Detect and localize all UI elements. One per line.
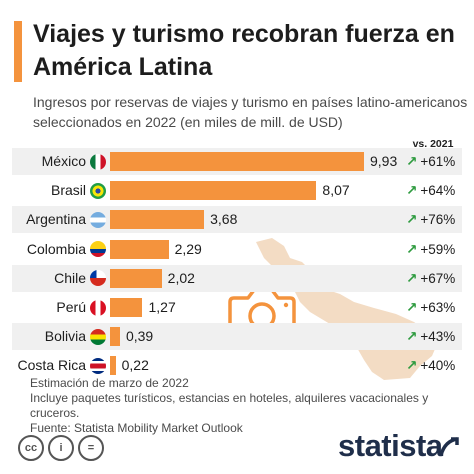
bar (110, 181, 317, 201)
bar (110, 268, 162, 288)
note-includes: Incluye paquetes turísticos, estancias e… (30, 391, 429, 420)
row-background (12, 323, 462, 351)
row-background (12, 264, 462, 292)
change-vs-2021: ↗ +40% (406, 352, 462, 380)
mexico-flag-icon (90, 153, 106, 170)
costa-rica-flag-icon (90, 357, 106, 374)
bar (110, 239, 169, 259)
bar-value-label: 0,39 (125, 328, 154, 345)
chart-notes: Estimación de marzo de 2022 Incluye paqu… (30, 376, 474, 436)
change-vs-2021: ↗ +43% (406, 323, 462, 351)
attribution-icon[interactable]: i (48, 435, 74, 461)
bar (110, 327, 120, 347)
bar (110, 298, 143, 317)
chile-flag-icon (90, 270, 106, 287)
chart-title: Viajes y turismo recobran fuerza en Amér… (33, 20, 455, 81)
creative-commons-icon[interactable]: cc (18, 435, 44, 461)
bar-value-label: 9,93 (370, 153, 398, 169)
bar (110, 152, 364, 171)
bar-value-label: 2,02 (167, 269, 195, 286)
category-label: Perú (56, 299, 86, 315)
bar-value-label: 1,27 (148, 299, 176, 315)
category-label: Argentina (26, 211, 86, 228)
change-vs-2021: ↗ +67% (406, 265, 462, 293)
change-vs-2021: ↗ +76% (406, 206, 462, 234)
category-label: Bolivia (44, 328, 86, 345)
up-arrow-icon: ↗ (406, 212, 418, 229)
note-estimate: Estimación de marzo de 2022 (30, 376, 189, 390)
no-derivatives-icon[interactable]: = (78, 435, 104, 461)
bar-value-label: 0,22 (121, 357, 149, 374)
up-arrow-icon: ↗ (406, 329, 418, 346)
up-arrow-icon: ↗ (406, 241, 418, 258)
category-label: Colombia (26, 240, 86, 257)
bolivia-flag-icon (90, 328, 106, 345)
statista-logo-mark-icon (439, 437, 459, 456)
change-vs-2021: ↗ +61% (406, 148, 462, 176)
up-arrow-icon: ↗ (406, 300, 418, 316)
chart-subtitle: Ingresos por reservas de viajes y turism… (33, 94, 468, 130)
up-arrow-icon: ↗ (406, 154, 418, 170)
change-value: +61% (420, 154, 456, 169)
argentina-flag-icon (90, 211, 106, 228)
change-value: +59% (420, 241, 456, 257)
bar-value-label: 2,29 (174, 240, 202, 257)
bar-value-label: 8,07 (322, 182, 350, 199)
peru-flag-icon (90, 299, 106, 316)
row-background (12, 206, 462, 234)
bar (110, 210, 205, 230)
up-arrow-icon: ↗ (406, 358, 418, 375)
up-arrow-icon: ↗ (406, 183, 418, 200)
up-arrow-icon: ↗ (406, 270, 418, 287)
change-value: +63% (420, 300, 456, 315)
change-vs-2021: ↗ +59% (406, 236, 462, 264)
title-accent-bar (14, 21, 22, 82)
bar-value-label: 3,68 (210, 211, 238, 228)
change-column-header: vs. 2021 (412, 138, 454, 150)
change-value: +40% (420, 358, 456, 374)
change-vs-2021: ↗ +63% (406, 294, 462, 322)
category-label: México (41, 153, 86, 169)
bar (110, 356, 116, 376)
note-source: Fuente: Statista Mobility Market Outlook (30, 421, 243, 435)
change-value: +67% (420, 270, 456, 286)
change-value: +64% (420, 183, 456, 199)
change-value: +76% (420, 212, 456, 228)
category-label: Brasil (50, 182, 86, 199)
category-label: Costa Rica (17, 357, 86, 374)
change-value: +43% (420, 329, 456, 345)
colombia-flag-icon (90, 241, 106, 258)
statista-logo[interactable]: statista (338, 428, 443, 463)
category-label: Chile (54, 269, 86, 286)
change-vs-2021: ↗ +64% (406, 177, 462, 205)
brazil-flag-icon (90, 182, 106, 199)
